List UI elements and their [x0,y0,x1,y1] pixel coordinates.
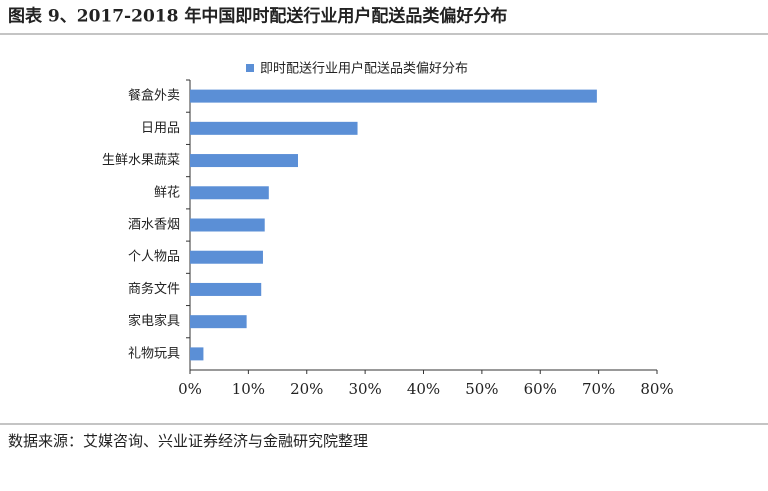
y-tick-label: 生鲜水果蔬菜 [102,153,180,168]
y-tick-label: 餐盒外卖 [128,88,180,104]
x-tick-label: 60% [524,380,557,398]
legend-label: 即时配送行业用户配送品类偏好分布 [260,61,468,77]
bar [190,282,262,296]
bar [190,250,263,264]
x-tick-label: 20% [290,380,323,398]
y-tick-label: 酒水香烟 [128,218,180,233]
y-tick-label: 鲜花 [154,184,180,200]
bar [190,89,597,103]
chart-title: 图表 9、2017-2018 年中国即时配送行业用户配送品类偏好分布 [8,6,507,27]
x-tick-label: 70% [582,380,615,398]
x-tick-label: 40% [407,380,440,398]
x-tick-label: 0% [178,380,202,398]
y-tick-label: 商务文件 [128,281,180,297]
y-tick-label: 家电家具 [128,313,180,329]
x-tick-label: 50% [465,380,498,398]
legend-swatch [246,64,254,72]
source-note: 数据来源：艾媒咨询、兴业证券经济与金融研究院整理 [8,432,368,450]
x-tick-label: 30% [348,380,381,398]
bar [190,186,269,200]
x-tick-label: 10% [232,380,265,398]
bar [190,218,265,232]
bar [190,347,204,361]
y-tick-label: 日用品 [141,121,180,136]
bar [190,315,247,329]
y-tick-label: 礼物玩具 [128,345,180,361]
bar [190,121,358,135]
bar [190,154,298,168]
y-tick-label: 个人物品 [128,250,180,265]
x-tick-label: 80% [640,380,673,398]
